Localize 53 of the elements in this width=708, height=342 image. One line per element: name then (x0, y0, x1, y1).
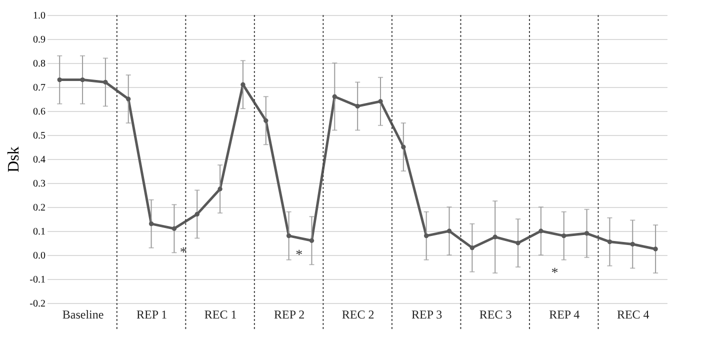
point (446, 228, 452, 234)
point (126, 96, 131, 102)
y-tick-label: 0.5 (33, 130, 46, 142)
point (470, 245, 475, 250)
point (309, 238, 314, 243)
x-tick-label: Baseline (62, 308, 104, 322)
point (264, 118, 268, 123)
y-axis-title: Dsk (6, 146, 23, 172)
annotation: * (551, 266, 558, 281)
y-tick-label: 0.7 (33, 82, 46, 94)
point (653, 246, 658, 252)
point (57, 77, 62, 82)
annotation: * (180, 246, 187, 261)
x-tick-label: REC 1 (204, 308, 237, 322)
point (172, 226, 177, 231)
point (401, 144, 406, 150)
point (103, 80, 108, 85)
x-tick-label: REP 3 (412, 308, 442, 322)
point (630, 242, 635, 247)
y-tick-label: -0.1 (30, 274, 46, 286)
y-tick-label: 1.0 (33, 10, 46, 22)
point (562, 233, 566, 238)
y-tick-label: 0.0 (33, 250, 46, 262)
point (80, 77, 85, 82)
point (194, 212, 200, 217)
point (424, 233, 429, 238)
y-tick-label: 0.6 (33, 106, 46, 118)
x-tick-label: REC 2 (342, 308, 374, 322)
point (218, 186, 222, 192)
point (538, 228, 544, 234)
y-tick-label: 0.8 (33, 58, 46, 70)
point (332, 94, 337, 99)
annotation: * (296, 248, 303, 263)
y-tick-label: 0.9 (33, 34, 46, 46)
y-tick-label: 0.4 (33, 154, 46, 166)
point (492, 234, 498, 240)
point (516, 240, 520, 246)
point (607, 239, 612, 244)
x-tick-label: REP 2 (274, 308, 305, 322)
point (355, 104, 360, 109)
point (148, 221, 154, 226)
point (240, 82, 246, 87)
x-tick-label: REP 4 (549, 308, 580, 322)
x-tick-label: REC 4 (616, 308, 650, 322)
point (378, 99, 383, 104)
y-tick-label: -0.2 (30, 298, 46, 310)
y-tick-label: 0.1 (33, 226, 46, 238)
point (286, 233, 292, 238)
x-tick-label: REC 3 (479, 308, 512, 322)
y-tick-label: 0.3 (33, 178, 46, 190)
x-tick-label: REP 1 (136, 308, 168, 322)
point (584, 231, 590, 236)
y-tick-label: 0.2 (33, 202, 46, 214)
